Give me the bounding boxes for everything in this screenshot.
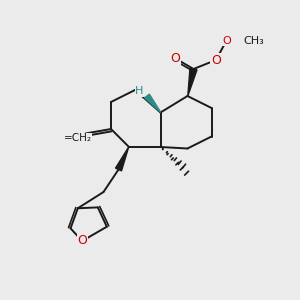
Text: O: O: [77, 235, 87, 248]
Polygon shape: [188, 68, 197, 96]
Text: CH₃: CH₃: [243, 35, 264, 46]
Polygon shape: [116, 147, 129, 171]
Text: O: O: [171, 52, 180, 65]
Text: O: O: [222, 35, 231, 46]
Text: =CH₂: =CH₂: [64, 133, 92, 143]
Text: H: H: [135, 86, 144, 97]
Text: O: O: [211, 53, 221, 67]
Polygon shape: [145, 94, 161, 112]
